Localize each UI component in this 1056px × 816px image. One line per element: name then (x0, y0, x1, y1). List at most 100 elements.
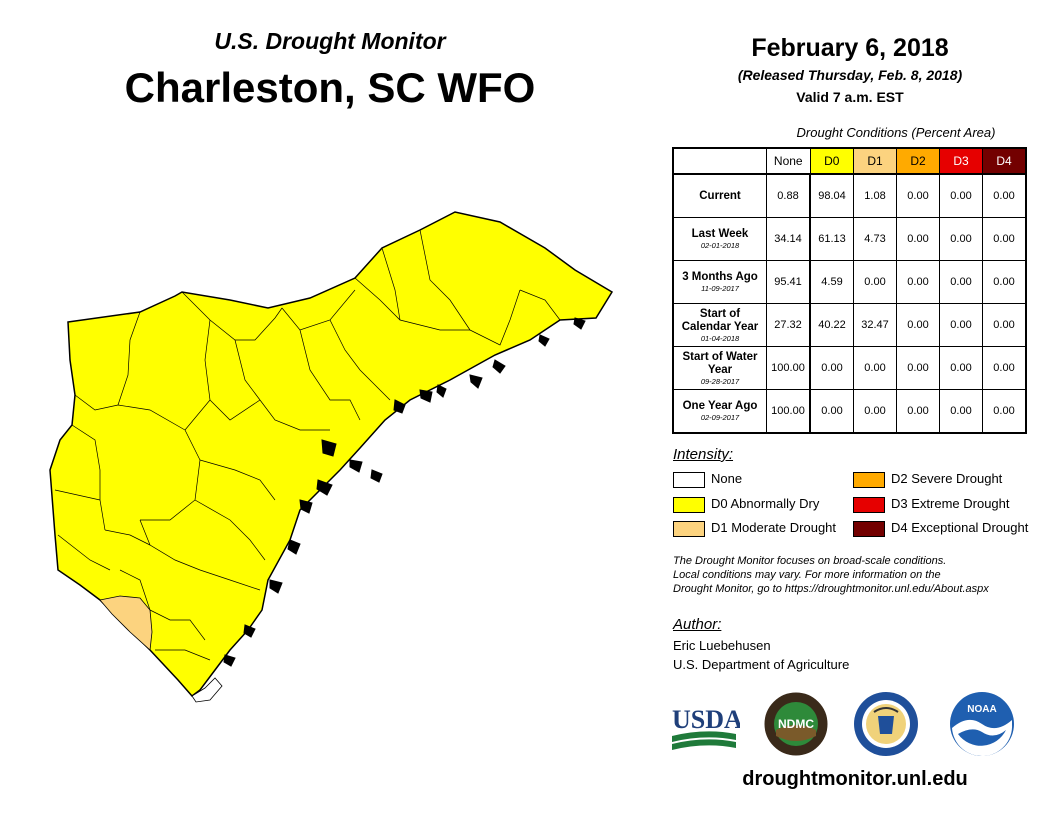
coastal-inlets (223, 317, 586, 667)
legend-swatch (853, 520, 885, 537)
row-date: 01-04-2018 (700, 333, 740, 343)
table-row: Start of Calendar Year 01-04-2018 27.32 40.… (672, 303, 1027, 347)
cell-d2: 0.00 (896, 173, 940, 218)
cell-none: 34.14 (766, 217, 811, 261)
legend-label: D4 Exceptional Drought (891, 520, 1029, 535)
row-date: 11-09-2017 (701, 284, 739, 293)
cell-d1: 0.00 (853, 260, 897, 304)
row-date: 02-09-2017 (700, 413, 740, 422)
cell-none: 100.00 (766, 389, 811, 434)
legend-item-d0: D0 Abnormally Dry (673, 495, 819, 513)
col-header-d4: D4 (982, 147, 1027, 175)
col-header-d3: D3 (939, 147, 983, 175)
legend-swatch (673, 471, 705, 488)
row-label: Last Week 02-01-2018 (672, 217, 767, 261)
legend-label: D3 Extreme Drought (891, 496, 1010, 511)
cell-d3: 0.00 (939, 260, 983, 304)
cell-d2: 0.00 (896, 346, 940, 390)
map-region-none (191, 677, 223, 703)
note-line: The Drought Monitor focuses on broad-sca… (673, 555, 947, 567)
cell-d0: 98.04 (809, 173, 854, 218)
note-line: Drought Monitor, go to https://droughtmo… (673, 583, 989, 595)
county-boundaries (54, 229, 561, 661)
cell-d0: 4.59 (809, 260, 854, 304)
row-date: 02-01-2018 (700, 241, 740, 250)
table-caption: Drought Conditions (Percent Area) (796, 125, 996, 140)
legend-label: D1 Moderate Drought (711, 520, 837, 535)
cell-d2: 0.00 (896, 389, 940, 434)
cell-d3: 0.00 (939, 389, 983, 434)
table-row: Last Week 02-01-2018 34.14 61.13 4.73 0.00 0.0… (672, 217, 1027, 261)
usda-logo-icon: USDA (672, 705, 740, 750)
map-subtitle: U.S. Drought Monitor (214, 28, 446, 54)
drought-conditions-table: None D0 D1 D2 D3 D4 Current 0.88 98.04 1.08… (672, 147, 1027, 434)
cell-d3: 0.00 (939, 346, 983, 390)
row-date: 09-28-2017 (700, 376, 740, 386)
row-label: One Year Ago 02-09-2017 (672, 389, 767, 434)
cell-d1: 0.00 (853, 389, 897, 434)
cell-d1: 1.08 (853, 173, 897, 218)
cell-d3: 0.00 (939, 173, 983, 218)
ndmc-logo-icon: NDMC (763, 691, 829, 757)
cell-d0: 0.00 (809, 389, 854, 434)
row-label: Start of Calendar Year 01-04-2018 (672, 303, 767, 347)
cell-d0: 61.13 (809, 217, 854, 261)
row-label-text: One Year Ago (682, 400, 758, 412)
legend-swatch (853, 496, 885, 513)
table-row: One Year Ago 02-09-2017 100.00 0.00 0.00 0.00… (672, 389, 1027, 434)
map-region-d1 (99, 595, 153, 651)
info-note: The Drought Monitor focuses on broad-sca… (673, 554, 1043, 596)
legend-item-d2: D2 Severe Drought (853, 470, 1002, 488)
cell-d4: 0.00 (982, 389, 1027, 434)
drought-map (49, 211, 614, 703)
row-label: 3 Months Ago 11-09-2017 (672, 260, 767, 304)
intensity-heading: Intensity: (673, 446, 734, 463)
release-date: (Released Thursday, Feb. 8, 2018) (737, 67, 963, 83)
cell-d4: 0.00 (982, 260, 1027, 304)
row-label-text: Last Week (691, 228, 749, 240)
legend-swatch (673, 496, 705, 513)
row-label: Current (672, 173, 767, 218)
row-label-text: Start of Water Year (682, 350, 758, 376)
cell-d2: 0.00 (896, 260, 940, 304)
author-org: U.S. Department of Agriculture (673, 657, 850, 672)
author-name: Eric Luebehusen (673, 638, 771, 653)
legend-item-d4: D4 Exceptional Drought (853, 519, 1028, 537)
website-link[interactable]: droughtmonitor.unl.edu (742, 768, 968, 790)
cell-d4: 0.00 (982, 346, 1027, 390)
col-header-d0: D0 (809, 147, 854, 175)
cell-d4: 0.00 (982, 217, 1027, 261)
ndmc-logo-text: NDMC (778, 717, 814, 731)
row-label-text: Start of Calendar Year (681, 307, 759, 333)
cell-none: 0.88 (766, 173, 811, 218)
cell-d1: 4.73 (853, 217, 897, 261)
legend-swatch (673, 520, 705, 537)
cell-d2: 0.00 (896, 303, 940, 347)
legend-swatch (853, 471, 885, 488)
col-header-none: None (766, 147, 811, 175)
cell-d3: 0.00 (939, 217, 983, 261)
legend-label: D0 Abnormally Dry (711, 496, 820, 511)
cell-none: 95.41 (766, 260, 811, 304)
cell-none: 100.00 (766, 346, 811, 390)
cell-d0: 0.00 (809, 346, 854, 390)
cell-d0: 40.22 (809, 303, 854, 347)
table-row: Current 0.88 98.04 1.08 0.00 0.00 0.00 (672, 173, 1027, 218)
legend-label: None (711, 471, 743, 486)
legend-label: D2 Severe Drought (891, 471, 1003, 486)
cell-d3: 0.00 (939, 303, 983, 347)
cell-d1: 32.47 (853, 303, 897, 347)
usda-logo-text: USDA (672, 705, 740, 734)
row-label-text: Current (699, 189, 741, 202)
col-header-d1: D1 (853, 147, 897, 175)
commerce-seal-icon (854, 692, 918, 756)
cell-d4: 0.00 (982, 173, 1027, 218)
table-row: 3 Months Ago 11-09-2017 95.41 4.59 0.00 0.00 0… (672, 260, 1027, 304)
noaa-logo-text: NOAA (967, 704, 996, 715)
cell-d2: 0.00 (896, 217, 940, 261)
table-row: Start of Water Year 09-28-2017 100.00 0.00 0… (672, 346, 1027, 390)
map-date: February 6, 2018 (751, 34, 949, 62)
valid-time: Valid 7 a.m. EST (796, 89, 904, 105)
cell-d1: 0.00 (853, 346, 897, 390)
cell-d4: 0.00 (982, 303, 1027, 347)
